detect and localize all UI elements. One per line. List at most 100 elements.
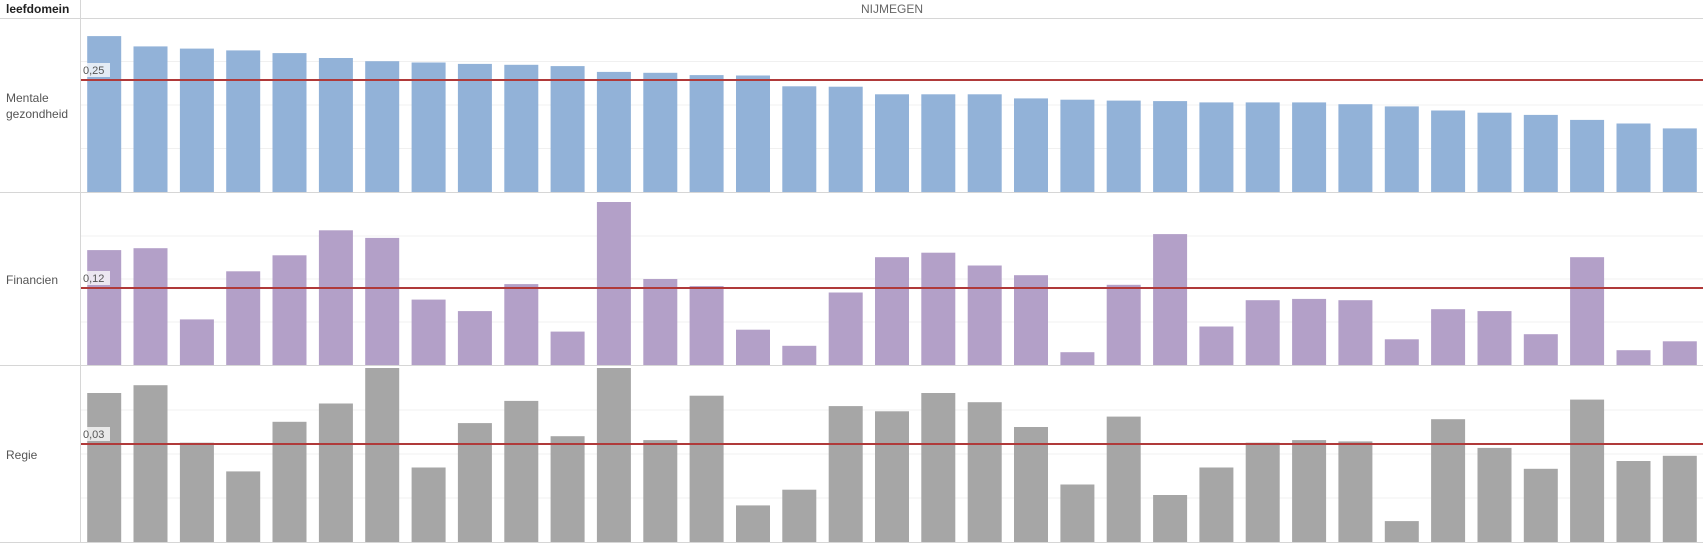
bar bbox=[365, 61, 400, 193]
bar bbox=[1199, 326, 1234, 365]
bar bbox=[1477, 112, 1512, 192]
bar bbox=[1153, 495, 1188, 542]
bar bbox=[828, 406, 863, 542]
bar bbox=[1570, 257, 1605, 365]
bar bbox=[1616, 123, 1651, 192]
reference-label: 0,03 bbox=[83, 429, 104, 441]
bar bbox=[226, 50, 261, 193]
bar bbox=[504, 64, 539, 192]
bar bbox=[875, 94, 909, 192]
bar bbox=[1060, 352, 1095, 365]
bar bbox=[1338, 300, 1373, 365]
bar bbox=[921, 94, 956, 192]
bar bbox=[689, 75, 724, 192]
bar bbox=[550, 436, 585, 542]
bar bbox=[1153, 234, 1188, 365]
bar bbox=[782, 489, 817, 542]
row-label-line: Regie bbox=[6, 447, 38, 462]
bar bbox=[1570, 399, 1605, 542]
bar bbox=[1384, 106, 1419, 192]
bar bbox=[1014, 98, 1048, 192]
bar bbox=[596, 71, 631, 192]
reference-label-bg bbox=[82, 63, 110, 77]
bar bbox=[1338, 441, 1373, 542]
bar bbox=[1477, 447, 1512, 542]
bar bbox=[875, 411, 909, 542]
row-label: Mentale gezondheid bbox=[6, 90, 80, 122]
bar bbox=[1662, 128, 1697, 192]
bar bbox=[1570, 119, 1605, 192]
row-label: Regie bbox=[6, 447, 80, 463]
bar bbox=[1245, 442, 1280, 542]
bar bbox=[596, 202, 631, 365]
bar bbox=[1014, 275, 1048, 365]
bar bbox=[921, 252, 956, 365]
reference-label-bg bbox=[82, 427, 110, 441]
bar bbox=[226, 471, 261, 542]
bar bbox=[365, 368, 400, 542]
bar bbox=[179, 442, 214, 542]
row-label-line: Mentale bbox=[6, 90, 49, 105]
bar bbox=[828, 86, 863, 192]
bar bbox=[1616, 461, 1651, 542]
bar bbox=[318, 58, 353, 192]
reference-label: 0,25 bbox=[83, 65, 104, 77]
bar bbox=[782, 86, 817, 192]
bar bbox=[736, 505, 770, 542]
bar bbox=[1060, 484, 1095, 542]
bar bbox=[736, 329, 770, 365]
bar bbox=[1431, 110, 1466, 192]
bar bbox=[272, 421, 307, 542]
bar bbox=[365, 237, 400, 365]
bar bbox=[1662, 341, 1697, 365]
bar bbox=[736, 75, 770, 192]
bar bbox=[1523, 334, 1558, 365]
row-label-line: gezondheid bbox=[6, 106, 69, 121]
bar bbox=[226, 271, 261, 365]
bar bbox=[411, 299, 446, 365]
bar bbox=[133, 385, 168, 542]
bar bbox=[504, 400, 539, 542]
bar bbox=[1292, 440, 1327, 542]
bar bbox=[133, 46, 168, 193]
row-label-line: Financien bbox=[6, 272, 59, 287]
bar bbox=[1106, 284, 1141, 365]
bar bbox=[1523, 468, 1558, 542]
bar bbox=[1199, 467, 1234, 542]
bar bbox=[272, 53, 307, 192]
bar bbox=[318, 230, 353, 366]
bar bbox=[87, 250, 122, 365]
bar bbox=[550, 331, 585, 365]
bar bbox=[643, 440, 678, 542]
bar bbox=[411, 62, 446, 192]
bar bbox=[318, 403, 353, 542]
bar bbox=[875, 257, 909, 365]
bar bbox=[179, 48, 214, 192]
bar bbox=[1431, 309, 1466, 365]
bar bbox=[457, 423, 492, 542]
bar bbox=[411, 467, 446, 542]
bar bbox=[1662, 455, 1697, 542]
bar bbox=[133, 248, 168, 365]
bar bbox=[1014, 427, 1048, 542]
bar bbox=[87, 393, 122, 542]
bar bbox=[921, 393, 956, 542]
dimension-header: leefdomein bbox=[6, 2, 70, 16]
bar bbox=[457, 311, 492, 365]
bar bbox=[457, 63, 492, 193]
bar bbox=[87, 36, 122, 192]
reference-label: 0,12 bbox=[83, 273, 104, 285]
bar bbox=[1338, 104, 1373, 192]
bar bbox=[1199, 102, 1234, 192]
bar bbox=[643, 279, 678, 365]
bar bbox=[967, 94, 1002, 192]
bar bbox=[1245, 102, 1280, 192]
bar bbox=[1384, 339, 1419, 365]
bar bbox=[1106, 416, 1141, 542]
bar bbox=[1477, 311, 1512, 365]
bar bbox=[828, 292, 863, 365]
bar bbox=[1523, 114, 1558, 192]
bar bbox=[967, 265, 1002, 365]
row-label: Financien bbox=[6, 272, 80, 288]
